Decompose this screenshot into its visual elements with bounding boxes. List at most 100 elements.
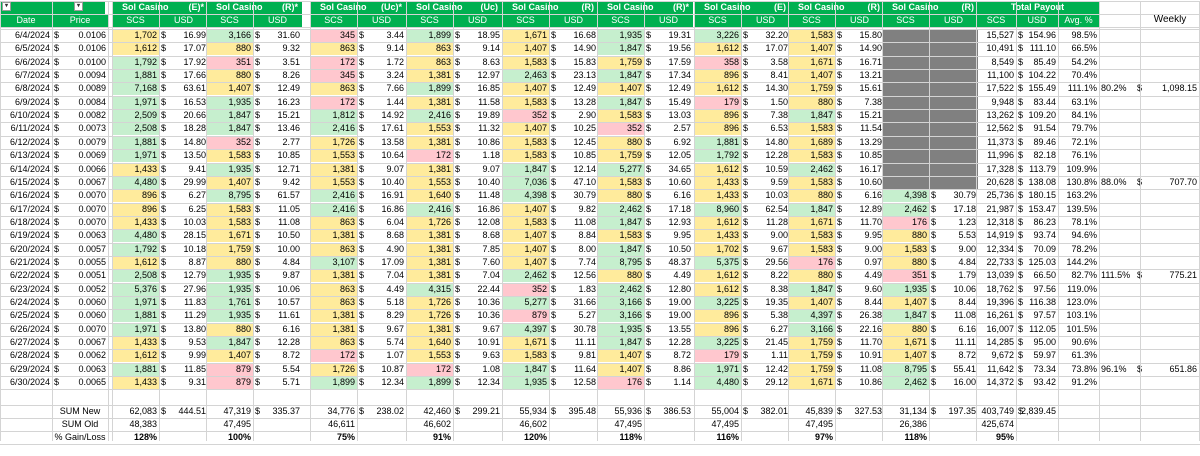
usd-cell: $10.36 xyxy=(453,309,502,322)
total-sum-new-scs: 403,749 xyxy=(981,406,1014,416)
dollar-sign: $ xyxy=(455,204,461,214)
usd-cell: $14.30 xyxy=(741,82,790,95)
amount-value: 8.63 xyxy=(482,57,500,67)
dollar-sign: $ xyxy=(1018,310,1024,320)
dollar-sign: $ xyxy=(743,190,749,200)
grid-line xyxy=(0,243,1200,244)
dollar-sign: $ xyxy=(455,350,461,360)
usd-cell: $9.59 xyxy=(741,176,790,189)
grid-line xyxy=(0,349,1200,350)
usd-cell: $9.00 xyxy=(929,243,978,256)
amount-value: 11.05 xyxy=(278,204,300,214)
group-tag: (Uc)* xyxy=(380,2,402,12)
usd-cell: $10.25 xyxy=(549,122,598,135)
amount-value: 11.28 xyxy=(766,217,788,227)
amount-value: 70.09 xyxy=(1033,244,1056,254)
scs-cell: 2,509 xyxy=(112,109,159,122)
date-cell: 6/18/2024 xyxy=(9,217,50,227)
dollar-sign: $ xyxy=(255,270,261,280)
usd-cell: $10.64 xyxy=(357,149,406,162)
scs-cell: 1,381 xyxy=(310,163,357,176)
amount-value: 12.34 xyxy=(477,377,500,387)
grid-line xyxy=(0,363,1200,364)
amount-value: 11.83 xyxy=(184,297,206,307)
scs-cell: 1,381 xyxy=(406,256,453,269)
amount-value: 13.03 xyxy=(668,110,691,120)
dollar-sign: $ xyxy=(646,244,652,254)
amount-value: 21.45 xyxy=(765,337,788,347)
amount-value: 0.0070 xyxy=(78,190,106,200)
avg-pct-cell: 103.1% xyxy=(1066,310,1097,320)
amount-value: 13.46 xyxy=(277,123,300,133)
dollar-sign: $ xyxy=(931,230,937,240)
usd-cell: $18.28 xyxy=(159,122,208,135)
usd-cell: $12.93 xyxy=(644,216,693,229)
scs-cell: 4,397 xyxy=(788,309,835,322)
date-cell: 6/10/2024 xyxy=(9,110,50,120)
usd-cell: $10.03 xyxy=(159,216,208,229)
dollar-sign: $ xyxy=(646,123,652,133)
scs-cell: 1,612 xyxy=(112,42,159,55)
grid-line xyxy=(0,229,1200,230)
amount-value: 16.68 xyxy=(573,30,596,40)
amount-value: 30.79 xyxy=(953,190,976,200)
scs-cell: 1,407 xyxy=(206,82,253,95)
usd-cell: $62.54 xyxy=(741,203,790,216)
group-name: Sol Casino xyxy=(607,2,654,12)
dollar-sign: $ xyxy=(359,70,365,80)
amount-value: 91.54 xyxy=(1033,123,1056,133)
total-usd-cell: $70.09 xyxy=(1016,243,1058,256)
dollar-sign: $ xyxy=(359,204,365,214)
dollar-sign: $ xyxy=(54,324,60,334)
group-tag: (R)* xyxy=(282,2,298,12)
grid-line xyxy=(108,1,109,441)
amount-value: 9.42 xyxy=(282,177,300,187)
dollar-sign: $ xyxy=(646,110,652,120)
amount-value: 8.68 xyxy=(386,230,404,240)
usd-cell: $23.13 xyxy=(549,69,598,82)
dollar-sign: $ xyxy=(837,97,843,107)
dollar-sign: $ xyxy=(551,43,557,53)
usd-cell: $2.90 xyxy=(549,109,598,122)
dollar-sign: $ xyxy=(1018,190,1024,200)
dollar-sign: $ xyxy=(54,43,60,53)
scs-subheader: SCS xyxy=(694,14,741,27)
usd-cell: $15.21 xyxy=(253,109,302,122)
grid-line xyxy=(597,1,598,441)
price-cell: $0.0051 xyxy=(52,269,108,282)
dropdown-icon[interactable]: ▾ xyxy=(74,2,83,11)
dollar-sign: $ xyxy=(931,337,937,347)
dollar-sign: $ xyxy=(455,190,461,200)
date-cell: 6/22/2024 xyxy=(9,270,50,280)
total-scs-cell: 11,373 xyxy=(987,137,1014,147)
grid-line xyxy=(453,1,454,441)
amount-value: 775.21 xyxy=(1169,270,1197,280)
weekly-pct-cell: 88.0% xyxy=(1101,177,1127,187)
dollar-sign: $ xyxy=(255,310,261,320)
amount-value: 4.49 xyxy=(386,284,404,294)
amount-value: 8.68 xyxy=(482,230,500,240)
dollar-sign: $ xyxy=(359,377,365,387)
usd-cell: $8.29 xyxy=(357,309,406,322)
scs-cell: 1,381 xyxy=(310,309,357,322)
usd-cell: $13.03 xyxy=(644,109,693,122)
filter-icon[interactable]: ▾ xyxy=(2,2,11,11)
usd-cell: $26.38 xyxy=(835,309,884,322)
dollar-sign: $ xyxy=(551,190,557,200)
avg-pct-cell: 84.1% xyxy=(1071,110,1097,120)
amount-value: 14.30 xyxy=(765,83,788,93)
scs-cell: 1,847 xyxy=(502,363,549,376)
dollar-sign: $ xyxy=(1018,377,1024,387)
usd-cell: $9.07 xyxy=(357,163,406,176)
dollar-sign: $ xyxy=(837,350,843,360)
dollar-sign: $ xyxy=(743,217,749,227)
date-cell: 6/20/2024 xyxy=(9,244,50,254)
scs-cell: 1,847 xyxy=(882,309,929,322)
scs-cell: 896 xyxy=(112,203,159,216)
price-header: Price xyxy=(52,14,108,27)
amount-value: 16.71 xyxy=(859,57,882,67)
grid-line xyxy=(1140,1,1141,441)
dollar-sign: $ xyxy=(54,204,60,214)
total-sum-old: 425,674 xyxy=(981,419,1014,429)
grid-line xyxy=(0,418,1200,419)
